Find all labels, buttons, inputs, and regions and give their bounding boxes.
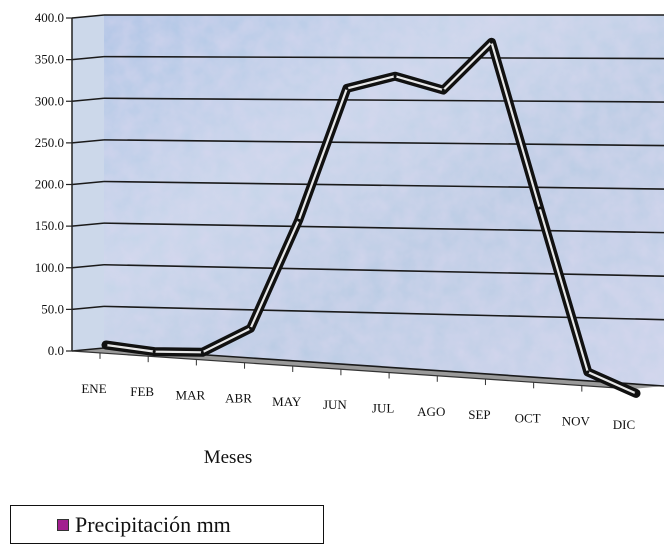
y-tick-label: 300.0 xyxy=(35,93,64,108)
gridline xyxy=(103,55,665,60)
x-tick-label: DIC xyxy=(613,417,635,432)
x-tick-label: OCT xyxy=(515,410,541,425)
y-axis: 0.0 50.0 100.0 150.0 200.0 250.0 300.0 350.0 400… xyxy=(35,10,73,358)
chart-back-wall xyxy=(104,15,664,386)
y-tick-label: 50.0 xyxy=(41,301,64,316)
data-point-dic xyxy=(634,391,638,395)
legend-label: Precipitación mm xyxy=(75,511,231,537)
data-point-jun xyxy=(345,86,349,90)
legend: Precipitación mm xyxy=(10,505,324,544)
gridline-side xyxy=(71,263,105,269)
y-tick-label: 400.0 xyxy=(35,10,64,25)
x-tick-label: ABR xyxy=(225,391,252,406)
gridline xyxy=(103,222,665,234)
gridline-side xyxy=(71,305,105,311)
y-tick-label: 200.0 xyxy=(35,177,64,192)
x-tick-label: AGO xyxy=(417,404,445,419)
x-axis-title: Meses xyxy=(204,447,253,468)
gridline-side xyxy=(71,222,105,227)
y-tick-label: 350.0 xyxy=(35,52,64,67)
data-point-oct xyxy=(538,206,542,210)
y-tick-label: 250.0 xyxy=(35,135,64,150)
gridline xyxy=(103,180,665,190)
x-tick-label: ENE xyxy=(81,381,106,396)
y-tick-label: 100.0 xyxy=(35,260,64,275)
chart-floor xyxy=(72,348,664,389)
x-tick-label: SEP xyxy=(468,407,490,422)
x-tick-label: JUL xyxy=(372,401,394,416)
gridline-side xyxy=(71,180,105,186)
x-tick-label: JUN xyxy=(323,397,347,412)
x-axis: ENE FEB MAR ABR MAY JUN JUL AGO SEP OCT NOV DIC xyxy=(71,350,635,432)
x-tick-label: MAY xyxy=(272,394,302,409)
data-point-abr xyxy=(249,326,253,330)
data-point-ago xyxy=(441,88,445,92)
gridline-side xyxy=(71,14,105,19)
data-point-nov xyxy=(586,370,590,374)
y-tick-label: 150.0 xyxy=(35,218,64,233)
data-point-ene xyxy=(104,343,108,347)
x-tick-label: NOV xyxy=(562,414,591,429)
gridline xyxy=(103,263,665,277)
x-axis-line xyxy=(71,350,633,390)
data-point-sep xyxy=(489,40,493,44)
y-tick-label: 0.0 xyxy=(48,343,64,358)
series-line xyxy=(101,37,641,398)
data-point-may xyxy=(297,218,301,222)
data-points xyxy=(104,40,638,395)
data-point-jul xyxy=(393,74,397,78)
gridline-side xyxy=(71,347,105,352)
x-tick-label: FEB xyxy=(130,384,154,399)
x-tick-label: MAR xyxy=(176,387,206,402)
series-line-highlight xyxy=(105,41,637,395)
gridline-side xyxy=(71,55,105,61)
gridline xyxy=(103,97,665,103)
gridline-side xyxy=(71,97,105,103)
legend-swatch-icon xyxy=(57,518,69,531)
data-point-mar xyxy=(200,350,204,354)
gridline xyxy=(103,139,665,147)
data-point-feb xyxy=(152,350,156,354)
gridline-side xyxy=(71,139,105,144)
